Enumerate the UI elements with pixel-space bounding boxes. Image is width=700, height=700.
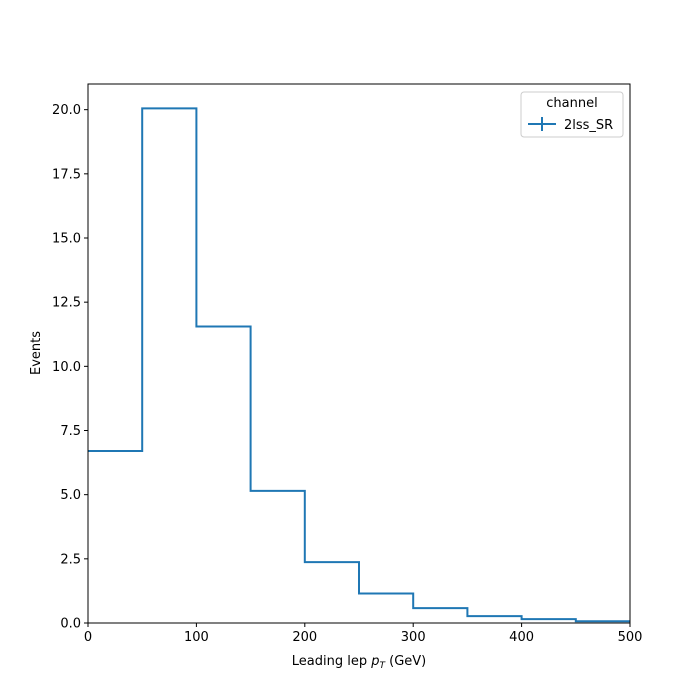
legend-box [520, 91, 624, 138]
histogram-step-line [88, 107, 630, 623]
y-tick-label: 7.5 [60, 424, 81, 439]
y-tick-label: 5.0 [60, 488, 81, 503]
y-tick-label: 12.5 [52, 296, 81, 311]
series-group [88, 107, 630, 623]
x-tick-label: 300 [401, 630, 426, 645]
plot-frame [87, 83, 631, 624]
y-tick-label: 15.0 [52, 232, 81, 247]
y-tick-label: 20.0 [52, 103, 81, 118]
x-tick-label: 200 [292, 630, 317, 645]
legend-title: channel [546, 96, 597, 111]
x-axis-label: Leading lep pT (GeV) [292, 654, 426, 671]
y-tick-label: 0.0 [60, 617, 81, 632]
legend-entry-label: 2lss_SR [564, 118, 613, 133]
y-axis-label: Events [29, 331, 44, 375]
x-tick-label: 0 [84, 630, 92, 645]
axis-ticks: 0 100 200 300 400 500 0.0 2.5 5.0 7.5 10.0 12.5 15.0… [52, 103, 642, 645]
x-tick-label: 100 [184, 630, 209, 645]
legend: channel 2lss_SR [520, 91, 624, 138]
y-tick-label: 2.5 [60, 552, 81, 567]
y-tick-label: 10.0 [52, 360, 81, 375]
x-tick-label: 500 [618, 630, 643, 645]
y-tick-label: 17.5 [52, 167, 81, 182]
legend-marker [528, 117, 556, 131]
x-tick-label: 400 [509, 630, 534, 645]
